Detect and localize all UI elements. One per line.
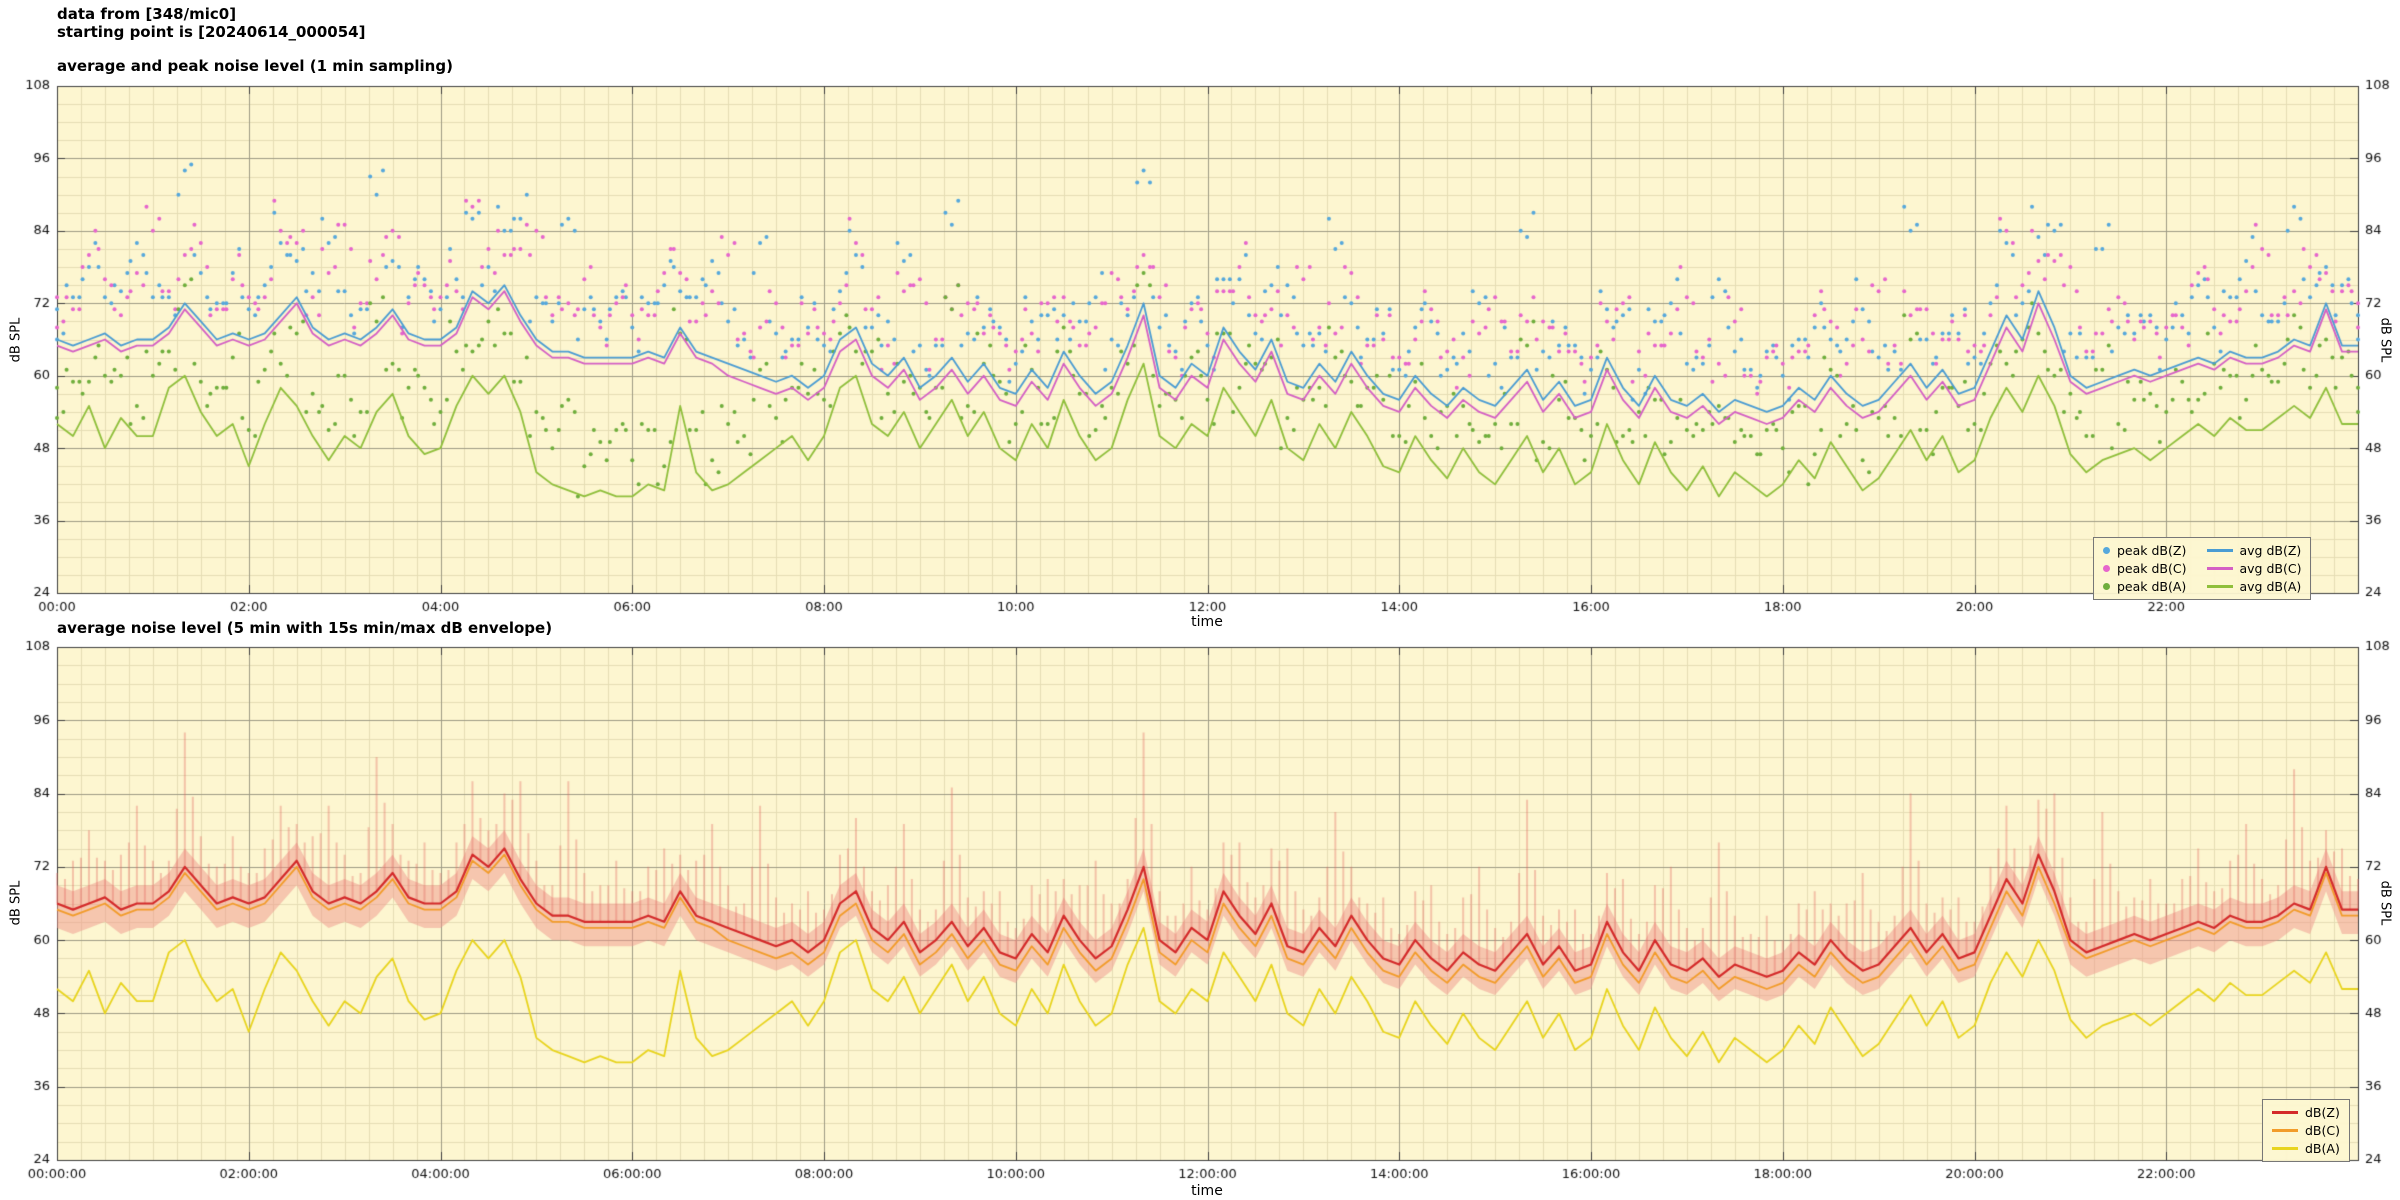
legend-entry-avg-dbz: avg dB(Z) xyxy=(2206,543,2302,558)
legend-entry-peak-dba: peak dB(A) xyxy=(2103,579,2187,594)
avg-dbc-line-swatch xyxy=(2206,567,2233,570)
legend-entry-avg-dbc: avg dB(C) xyxy=(2206,561,2302,576)
legend-label-peak-dbc: peak dB(C) xyxy=(2117,561,2187,576)
chart1-x-axis-label: time xyxy=(1191,614,1223,630)
chart1-title: average and peak noise level (1 min samp… xyxy=(57,57,453,75)
legend-entry-dbz: dB(Z) xyxy=(2272,1105,2340,1120)
legend-entry-peak-dbc: peak dB(C) xyxy=(2103,561,2187,576)
legend-label-avg-dba: avg dB(A) xyxy=(2239,579,2302,594)
legend-entry-dba: dB(A) xyxy=(2272,1141,2340,1156)
chart2-canvas xyxy=(0,630,2400,1200)
peak-dbz-dot-swatch xyxy=(2103,547,2110,554)
legend-label-dbz: dB(Z) xyxy=(2305,1105,2340,1120)
dba-line-swatch xyxy=(2272,1147,2298,1150)
chart2-title: average noise level (5 min with 15s min/… xyxy=(57,619,553,637)
chart1-y-axis-label-left: dB SPL xyxy=(8,317,24,363)
legend-label-peak-dbz: peak dB(Z) xyxy=(2117,543,2187,558)
chart2-x-axis-label: time xyxy=(1191,1183,1223,1199)
chart1-y-axis-label-right: dB SPL xyxy=(2377,317,2393,363)
legend-label-dba: dB(A) xyxy=(2305,1141,2340,1156)
header-line-2: starting point is [20240614_000054] xyxy=(57,23,366,41)
peak-dba-dot-swatch xyxy=(2103,583,2110,590)
header-line-1: data from [348/mic0] xyxy=(57,5,237,23)
legend-entry-avg-dba: avg dB(A) xyxy=(2206,579,2302,594)
avg-dba-line-swatch xyxy=(2206,585,2233,588)
avg-dbz-line-swatch xyxy=(2206,549,2233,552)
chart2-y-axis-label-right: dB SPL xyxy=(2377,880,2393,926)
legend-label-avg-dbz: avg dB(Z) xyxy=(2239,543,2302,558)
chart1-canvas xyxy=(0,60,2400,630)
chart2-legend: dB(Z) dB(C) dB(A) xyxy=(2262,1099,2350,1162)
legend-label-peak-dba: peak dB(A) xyxy=(2117,579,2187,594)
legend-entry-dbc: dB(C) xyxy=(2272,1123,2340,1138)
legend-entry-peak-dbz: peak dB(Z) xyxy=(2103,543,2187,558)
dbc-line-swatch xyxy=(2272,1129,2298,1132)
legend-label-avg-dbc: avg dB(C) xyxy=(2239,561,2302,576)
dbz-line-swatch xyxy=(2272,1111,2298,1114)
legend-label-dbc: dB(C) xyxy=(2305,1123,2340,1138)
chart1-legend: peak dB(Z) avg dB(Z) peak dB(C) avg dB(C… xyxy=(2093,537,2312,600)
chart2-y-axis-label-left: dB SPL xyxy=(8,880,24,926)
peak-dbc-dot-swatch xyxy=(2103,565,2110,572)
